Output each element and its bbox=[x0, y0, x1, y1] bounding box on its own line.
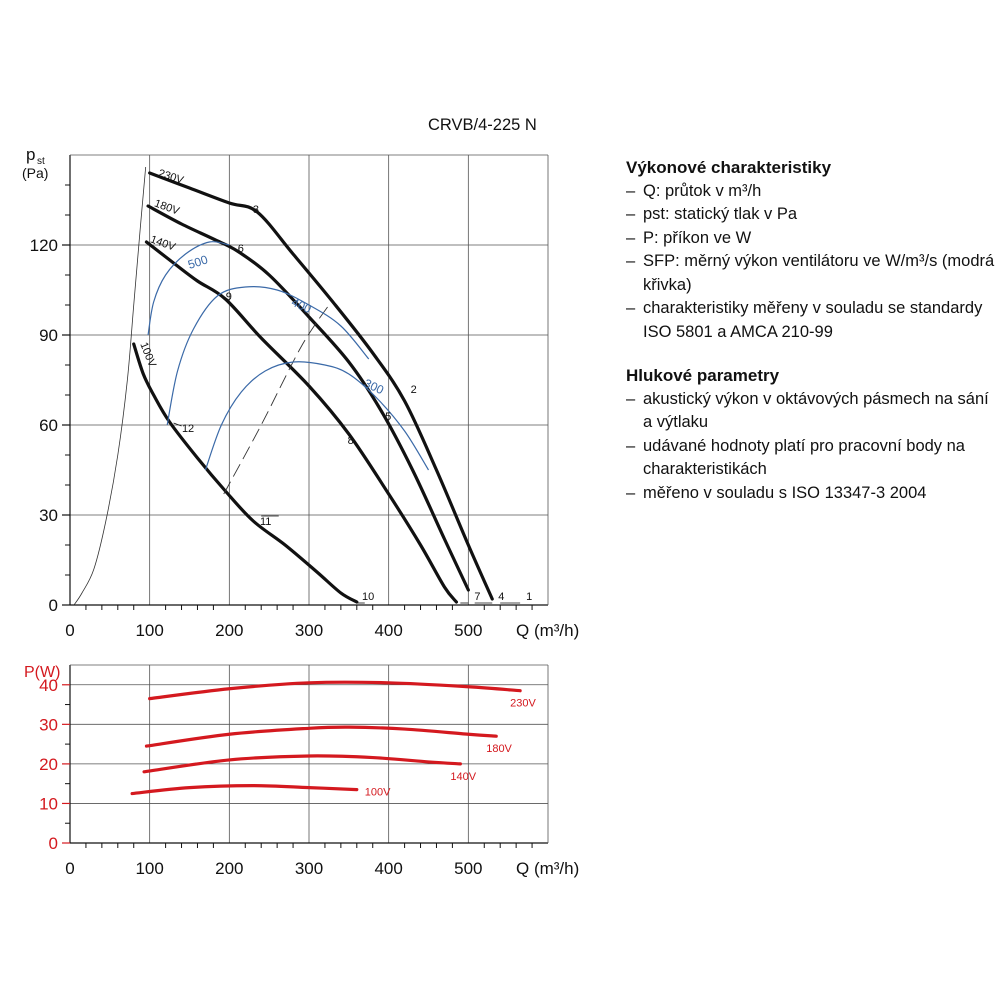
operating-point-label: 11 bbox=[260, 516, 271, 528]
legend-section2-title: Hlukové parametry bbox=[626, 366, 780, 385]
operating-point-label: 4 bbox=[498, 591, 504, 603]
legend-item: udávané hodnoty platí pro pracovní body … bbox=[626, 435, 996, 482]
series-line-fan-140V bbox=[144, 240, 458, 604]
legend-item: měřeno v souladu s ISO 13347-3 2004 bbox=[626, 482, 996, 506]
series-line-sfp-400 bbox=[166, 286, 370, 426]
legend-item: P: příkon ve W bbox=[626, 227, 996, 251]
power-series-label: 230V bbox=[510, 698, 536, 710]
model-title: CRVB/4-225 N bbox=[428, 116, 537, 134]
y-axis-unit: (Pa) bbox=[22, 165, 48, 181]
y-tick-label: 30 bbox=[39, 715, 58, 734]
series-line-fan-100V bbox=[132, 342, 359, 604]
x-tick-label: 500 bbox=[454, 621, 482, 640]
x-tick-label: 300 bbox=[295, 859, 323, 878]
operating-point-label: 1 bbox=[526, 591, 532, 603]
y-tick-label: 90 bbox=[39, 326, 58, 345]
power-line-140V bbox=[142, 754, 462, 774]
y-axis-label-sub: st bbox=[37, 156, 45, 167]
series-line-fan-180V bbox=[146, 204, 470, 592]
x-axis-label: Q (m³/h) bbox=[516, 859, 579, 878]
legend-section1-list: Q: průtok v m³/h pst: statický tlak v Pa… bbox=[626, 180, 996, 345]
y-axis-label: p bbox=[26, 145, 35, 164]
series-line-sfp-500 bbox=[147, 241, 230, 336]
legend-item: Q: průtok v m³/h bbox=[626, 180, 996, 204]
y-axis-label: P(W) bbox=[24, 664, 60, 681]
power-line-180V bbox=[144, 725, 498, 748]
power-series-label: 180V bbox=[486, 743, 512, 755]
legend-section2-list: akustický výkon v oktávových pásmech na … bbox=[626, 388, 996, 506]
power-line-100V bbox=[130, 784, 359, 796]
x-tick-label: 500 bbox=[454, 859, 482, 878]
operating-point-label: 10 bbox=[362, 591, 374, 603]
x-tick-label: 400 bbox=[374, 859, 402, 878]
power-line-230V bbox=[148, 680, 522, 701]
y-tick-label: 10 bbox=[39, 794, 58, 813]
series-line-fan-230V bbox=[148, 171, 494, 601]
x-tick-label: 100 bbox=[135, 859, 163, 878]
x-tick-label: 0 bbox=[65, 621, 74, 640]
fan-curve-label: 140V bbox=[149, 234, 178, 254]
y-tick-label: 0 bbox=[49, 596, 58, 615]
operating-point-label: 3 bbox=[253, 204, 259, 216]
operating-point-label: 9 bbox=[226, 291, 232, 303]
y-tick-label: 40 bbox=[39, 676, 58, 695]
x-axis-label: Q (m³/h) bbox=[516, 621, 579, 640]
y-tick-label: 60 bbox=[39, 416, 58, 435]
power-series-label: 140V bbox=[450, 771, 476, 783]
legend-item: pst: statický tlak v Pa bbox=[626, 203, 996, 227]
sfp-label: 500 bbox=[186, 252, 210, 272]
legend-item: charakteristiky měřeny v souladu se stan… bbox=[626, 297, 996, 344]
operating-point-label: 7 bbox=[474, 591, 480, 603]
operating-point-label: 12 bbox=[182, 423, 194, 435]
operating-point-label: 5 bbox=[385, 411, 391, 423]
y-tick-label: 20 bbox=[39, 755, 58, 774]
x-tick-label: 0 bbox=[65, 859, 74, 878]
operating-point-label: 8 bbox=[348, 435, 354, 447]
operating-point-label: 2 bbox=[411, 384, 417, 396]
legend-panel: Výkonové charakteristiky Q: průtok v m³/… bbox=[626, 156, 996, 505]
legend-item: SFP: měrný výkon ventilátoru ve W/m³/s (… bbox=[626, 250, 996, 297]
series-line-sfp-300 bbox=[204, 361, 430, 471]
x-tick-label: 100 bbox=[135, 621, 163, 640]
y-tick-label: 30 bbox=[39, 506, 58, 525]
y-tick-label: 0 bbox=[49, 834, 58, 853]
series-line-system bbox=[73, 166, 147, 606]
x-tick-label: 200 bbox=[215, 859, 243, 878]
fan-curve-label: 230V bbox=[157, 167, 186, 187]
sfp-label: 400 bbox=[289, 295, 313, 316]
legend-section1-title: Výkonové charakteristiky bbox=[626, 158, 832, 177]
operating-point-label: 6 bbox=[238, 243, 244, 255]
sfp-label: 300 bbox=[362, 376, 386, 397]
x-tick-label: 400 bbox=[374, 621, 402, 640]
power-series-label: 100V bbox=[365, 787, 391, 799]
legend-item: akustický výkon v oktávových pásmech na … bbox=[626, 388, 996, 435]
point-leader-line bbox=[173, 422, 182, 427]
x-tick-label: 300 bbox=[295, 621, 323, 640]
y-tick-label: 120 bbox=[30, 236, 58, 255]
series-line-system-dashed bbox=[223, 304, 330, 495]
x-tick-label: 200 bbox=[215, 621, 243, 640]
